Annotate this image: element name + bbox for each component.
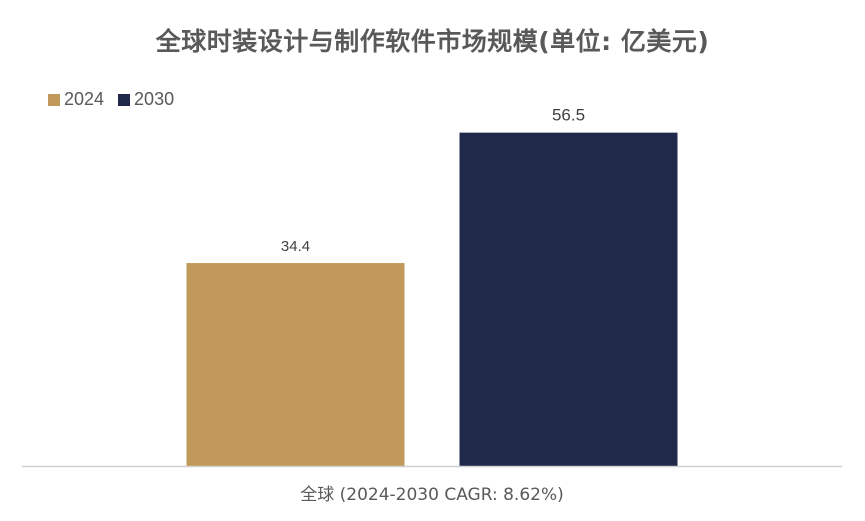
chart-legend: 2024 2030 [48, 89, 188, 110]
data-label-2030: 56.5 [552, 106, 585, 125]
chart-title: 全球时装设计与制作软件市场规模(单位: 亿美元) [155, 27, 710, 56]
bar-2030 [459, 132, 678, 466]
legend-swatch-2030 [118, 93, 131, 106]
legend-swatch-2024 [48, 93, 60, 106]
x-tick-label: 全球 (2024-2030 CAGR: 8.62%) [300, 485, 564, 505]
legend-item-2030: 2030 [118, 89, 174, 110]
bar-2024 [186, 263, 405, 466]
data-label-2024: 34.4 [281, 238, 310, 255]
legend-item-2024: 2024 [48, 89, 104, 110]
legend-label-2024: 2024 [64, 89, 105, 109]
legend-label-2030: 2030 [134, 89, 175, 109]
